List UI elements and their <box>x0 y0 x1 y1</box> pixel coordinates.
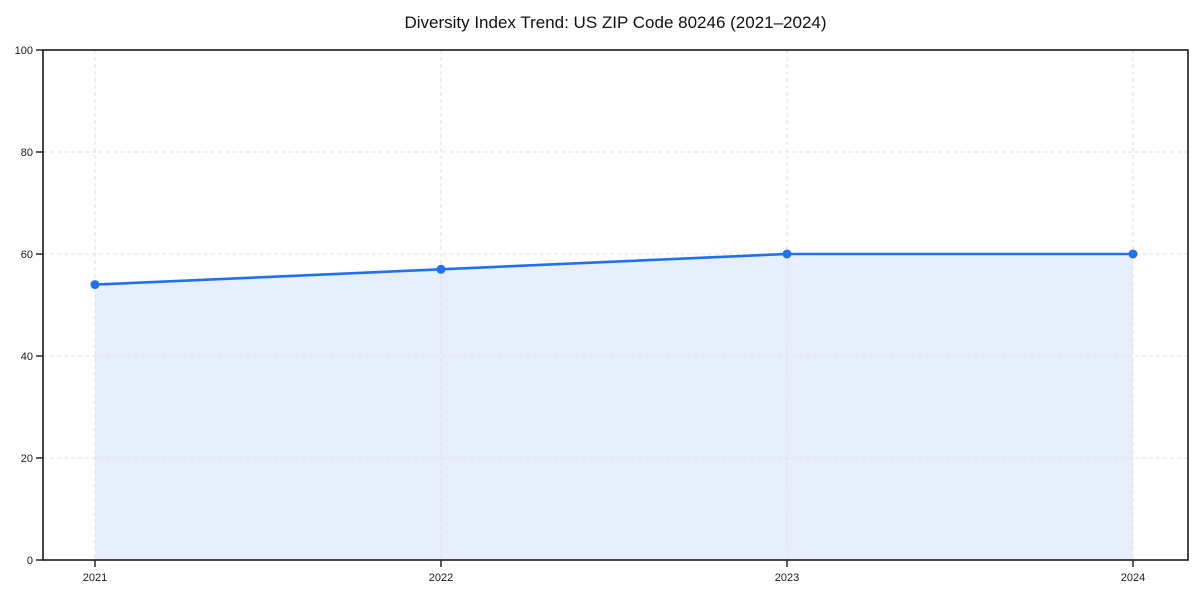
data-point <box>782 249 792 259</box>
y-tick-label: 100 <box>15 45 33 57</box>
x-tick-label: 2021 <box>83 572 107 584</box>
y-tick-label: 80 <box>21 147 33 159</box>
y-tick-label: 40 <box>21 351 33 363</box>
y-tick-label: 60 <box>21 249 33 261</box>
plot-border <box>42 49 1189 561</box>
y-tick-label: 0 <box>27 555 33 567</box>
data-line <box>93 252 1135 286</box>
x-tick-label: 2023 <box>775 572 799 584</box>
data-point <box>436 264 446 274</box>
data-point <box>90 280 100 290</box>
x-tick-label: 2024 <box>1121 572 1145 584</box>
area-fill <box>95 254 1133 560</box>
y-tick-label: 20 <box>21 453 33 465</box>
chart-title: Diversity Index Trend: US ZIP Code 80246… <box>404 13 827 32</box>
data-point <box>1128 249 1138 259</box>
x-tick-label: 2022 <box>429 572 453 584</box>
